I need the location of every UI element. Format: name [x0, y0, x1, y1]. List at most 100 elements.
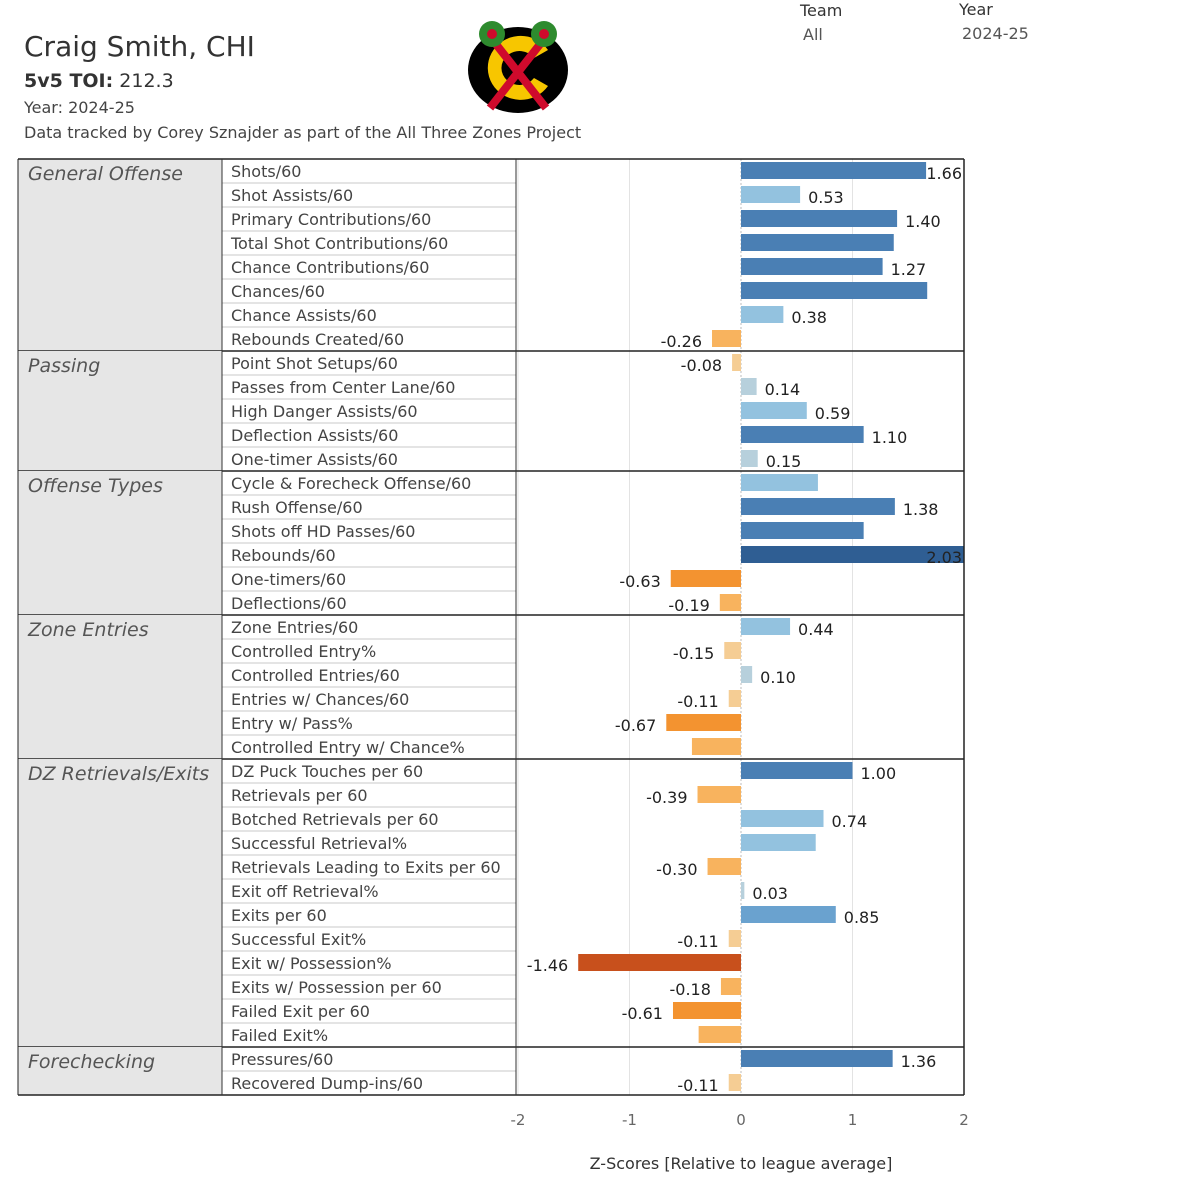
bar [712, 330, 741, 347]
metric-label: Successful Retrieval% [231, 834, 407, 853]
metric-label: Failed Exit per 60 [231, 1002, 370, 1021]
metric-label: Exits w/ Possession per 60 [231, 978, 442, 997]
value-label: -0.61 [622, 1004, 663, 1023]
metric-label: Total Shot Contributions/60 [230, 234, 448, 253]
value-label: -0.39 [646, 788, 687, 807]
category-cell [18, 159, 222, 351]
value-label: 0.44 [798, 620, 834, 639]
metric-label: Failed Exit% [231, 1026, 328, 1045]
metric-label: Exits per 60 [231, 906, 327, 925]
toi-label: 5v5 TOI: [24, 70, 114, 92]
metric-label: One-timer Assists/60 [231, 450, 398, 469]
bar [741, 378, 757, 395]
bar [724, 642, 741, 659]
bar [741, 210, 898, 227]
bar [741, 282, 928, 299]
bar [741, 306, 784, 323]
bar [741, 498, 895, 515]
metric-label: Chance Assists/60 [231, 306, 377, 325]
bar [732, 354, 741, 371]
value-label: 0.14 [765, 380, 801, 399]
bar [741, 474, 818, 491]
value-label: 0.85 [844, 908, 880, 927]
value-label: 1.66 [926, 164, 962, 183]
bar [670, 570, 741, 587]
metric-label: Chances/60 [231, 282, 325, 301]
bar [741, 882, 745, 899]
bar [672, 1002, 741, 1019]
metric-label: Deflection Assists/60 [231, 426, 398, 445]
value-label: -0.67 [615, 716, 656, 735]
bar [741, 522, 864, 539]
value-label: 0.59 [815, 404, 851, 423]
value-label: -0.18 [670, 980, 711, 999]
bar [741, 810, 824, 827]
category-cell [18, 615, 222, 759]
metric-label: Controlled Entry w/ Chance% [231, 738, 465, 757]
bar [741, 402, 807, 419]
bar [741, 666, 753, 683]
bar [741, 618, 791, 635]
metric-label: Controlled Entry% [231, 642, 376, 661]
metric-label: Deflections/60 [231, 594, 347, 613]
value-label: 2.03 [926, 548, 962, 567]
category-label: Forechecking [28, 1051, 155, 1073]
metric-label: Entry w/ Pass% [231, 714, 353, 733]
metric-label: Rebounds Created/60 [231, 330, 404, 349]
category-label: Passing [28, 355, 100, 377]
year-line: Year: 2024-25 [24, 98, 135, 117]
metric-label: Pressures/60 [231, 1050, 333, 1069]
toi-line: 5v5 TOI: 212.3 [24, 70, 174, 92]
bar [741, 234, 894, 251]
value-label: 1.36 [901, 1052, 937, 1071]
value-label: -0.15 [673, 644, 714, 663]
metric-label: Rush Offense/60 [231, 498, 363, 517]
toi-value: 212.3 [119, 70, 174, 92]
bar [720, 978, 741, 995]
metric-label: Zone Entries/60 [231, 618, 358, 637]
team-filter-dropdown[interactable]: All [803, 25, 823, 44]
value-label: -1.46 [527, 956, 568, 975]
x-tick-label: -1 [622, 1111, 637, 1129]
player-name: Craig Smith, CHI [24, 30, 255, 63]
bar [741, 450, 758, 467]
metric-label: Controlled Entries/60 [231, 666, 400, 685]
metric-label: Entries w/ Chances/60 [231, 690, 409, 709]
value-label: 0.38 [791, 308, 827, 327]
value-label: -0.26 [661, 332, 702, 351]
bar [666, 714, 741, 731]
bar [741, 1050, 893, 1067]
value-label: 0.15 [766, 452, 802, 471]
team-logo-icon [462, 12, 574, 116]
bar [741, 834, 816, 851]
bar [741, 186, 801, 203]
value-label: -0.11 [677, 932, 718, 951]
bar [728, 930, 741, 947]
bar [741, 258, 883, 275]
metric-label: Shots/60 [231, 162, 301, 181]
value-label: 0.53 [808, 188, 844, 207]
bar [728, 690, 741, 707]
metric-label: Point Shot Setups/60 [231, 354, 398, 373]
metric-label: Shot Assists/60 [231, 186, 353, 205]
category-cell [18, 351, 222, 471]
category-label: Offense Types [28, 475, 163, 497]
metric-label: Primary Contributions/60 [231, 210, 431, 229]
value-label: 1.40 [905, 212, 941, 231]
year-filter-dropdown[interactable]: 2024-25 [962, 24, 1029, 43]
metric-label: Rebounds/60 [231, 546, 336, 565]
value-label: 1.10 [872, 428, 908, 447]
category-label: DZ Retrievals/Exits [28, 763, 209, 785]
value-label: 0.74 [832, 812, 868, 831]
metric-label: Successful Exit% [231, 930, 366, 949]
metric-label: Retrievals Leading to Exits per 60 [231, 858, 501, 877]
bar [707, 858, 741, 875]
value-label: 1.38 [903, 500, 939, 519]
year-filter-label: Year [959, 0, 993, 19]
bar [578, 954, 741, 971]
metric-label: One-timers/60 [231, 570, 346, 589]
value-label: -0.63 [619, 572, 660, 591]
bar [719, 594, 741, 611]
metric-label: Recovered Dump-ins/60 [231, 1074, 423, 1093]
